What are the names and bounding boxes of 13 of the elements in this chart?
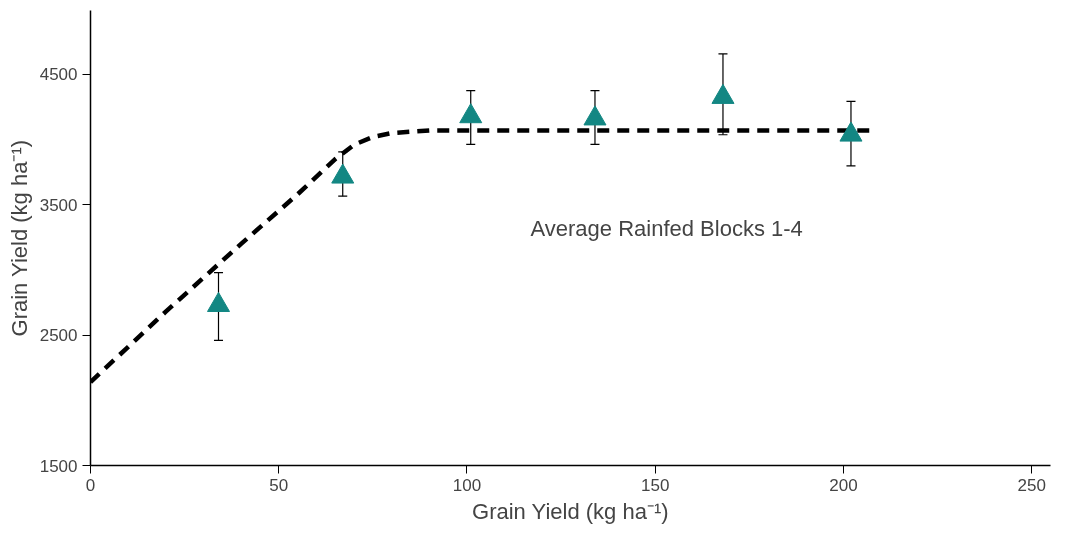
y-tick-label: 3500 <box>39 195 78 215</box>
annotation: Average Rainfed Blocks 1-4 <box>530 215 803 241</box>
x-tick-label: 100 <box>452 475 482 495</box>
x-tick-label: 200 <box>829 475 858 495</box>
x-tick-label: 50 <box>269 475 289 495</box>
y-tick-label: 2500 <box>39 326 78 346</box>
x-axis-title: Grain Yield (kg ha⁻¹) <box>472 498 669 524</box>
x-tick-label: 250 <box>1017 475 1046 495</box>
x-tick-label: 150 <box>641 475 670 495</box>
y-tick-label: 1500 <box>39 456 78 476</box>
x-tick-label: 0 <box>85 475 96 495</box>
y-tick-label: 4500 <box>39 65 78 85</box>
y-axis-title: Grain Yield (kg ha⁻¹) <box>6 139 32 337</box>
